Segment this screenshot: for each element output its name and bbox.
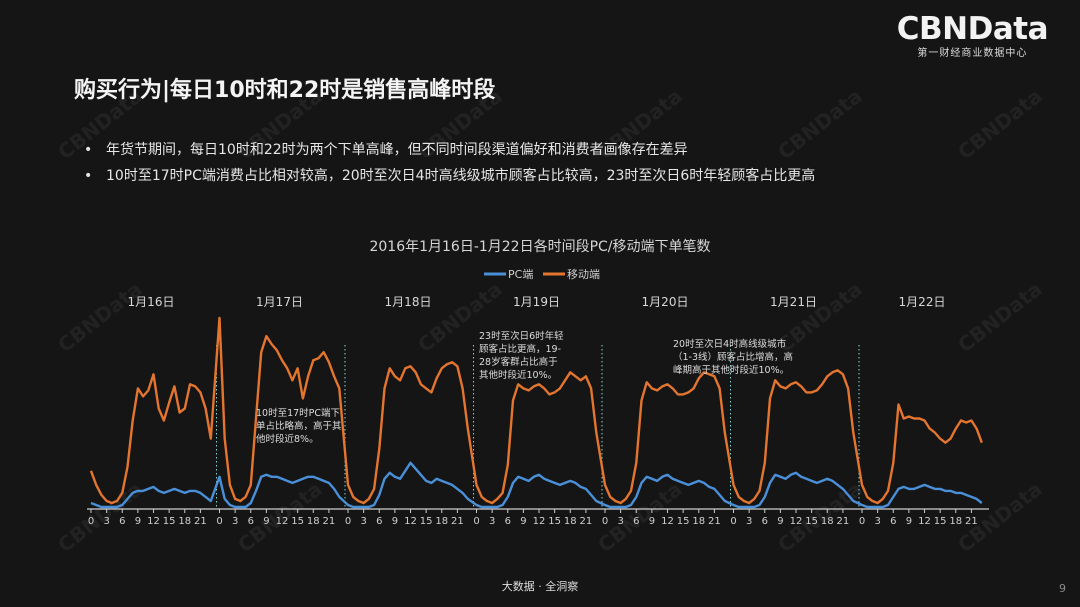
bullet-list: 年货节期间，每日10时和22时为两个下单高峰，但不同时间段渠道偏好和消费者画像存… (84, 138, 815, 190)
x-tick-label: 21 (580, 516, 593, 527)
x-tick-label: 21 (965, 516, 978, 527)
x-tick-label: 21 (708, 516, 721, 527)
bullet-item: 10时至17时PC端消费占比相对较高，20时至次日4时高线级城市顾客占比较高，2… (84, 164, 815, 190)
chart-annotation: 20时至次日4时高线级城市 (673, 338, 787, 350)
day-label: 1月16日 (128, 295, 175, 309)
x-tick-label: 9 (649, 516, 655, 527)
x-tick-label: 0 (473, 516, 479, 527)
x-tick-label: 3 (232, 516, 238, 527)
x-tick-label: 9 (263, 516, 269, 527)
x-tick-label: 12 (790, 516, 803, 527)
x-tick-label: 3 (103, 516, 109, 527)
series-line-mobile (89, 316, 983, 505)
x-tick-label: 6 (119, 516, 125, 527)
x-tick-label: 15 (291, 516, 304, 527)
x-tick-label: 12 (276, 516, 289, 527)
x-tick-label: 3 (489, 516, 495, 527)
x-tick-label: 3 (746, 516, 752, 527)
day-label: 1月17日 (256, 295, 303, 309)
chart-annotation: 10时至17时PC端下 (256, 407, 340, 419)
chart-annotation: 峰期高于其他时段近10%。 (673, 364, 789, 376)
day-label: 1月21日 (770, 295, 817, 309)
x-tick-label: 18 (564, 516, 577, 527)
x-tick-label: 12 (661, 516, 674, 527)
x-tick-label: 9 (777, 516, 783, 527)
x-tick-label: 0 (88, 516, 94, 527)
x-tick-label: 6 (890, 516, 896, 527)
chart-annotation: 28岁客群占比高于 (479, 356, 558, 368)
x-tick-label: 18 (949, 516, 962, 527)
x-tick-label: 12 (533, 516, 546, 527)
x-tick-label: 21 (451, 516, 464, 527)
footer-slogan: 大数据 · 全洞察 (501, 580, 579, 593)
x-tick-label: 18 (435, 516, 448, 527)
x-tick-label: 0 (602, 516, 608, 527)
legend-label: 移动端 (567, 268, 600, 281)
chart-annotation: 单占比略高，高于其 (256, 420, 342, 432)
x-tick-label: 12 (147, 516, 160, 527)
x-tick-label: 6 (762, 516, 768, 527)
x-tick-label: 15 (548, 516, 561, 527)
x-tick-label: 9 (520, 516, 526, 527)
brand-logo: CBNData 第一财经商业数据中心 (896, 11, 1049, 59)
x-tick-label: 21 (194, 516, 207, 527)
chart-annotation: 他时段近8%。 (256, 433, 319, 445)
x-tick-label: 18 (307, 516, 320, 527)
x-tick-label: 3 (874, 516, 880, 527)
x-tick-label: 12 (404, 516, 417, 527)
series-line-pc (90, 461, 983, 509)
x-tick-label: 15 (163, 516, 176, 527)
x-tick-label: 18 (821, 516, 834, 527)
chart-title: 2016年1月16日-1月22日各时间段PC/移动端下单笔数 (369, 239, 711, 255)
x-tick-label: 18 (178, 516, 191, 527)
chart-annotation: 顾客占比更高，19- (479, 343, 561, 355)
slide-title: 购买行为|每日10时和22时是销售高峰时段 (74, 78, 496, 103)
x-tick-label: 0 (345, 516, 351, 527)
x-tick-label: 15 (934, 516, 947, 527)
page-number: 9 (1059, 582, 1066, 595)
logo-tagline: 第一财经商业数据中心 (917, 48, 1028, 59)
x-tick-label: 3 (617, 516, 623, 527)
day-label: 1月22日 (899, 295, 946, 309)
x-tick-label: 0 (859, 516, 865, 527)
day-label: 1月20日 (642, 295, 689, 309)
bullet-item: 年货节期间，每日10时和22时为两个下单高峰，但不同时间段渠道偏好和消费者画像存… (84, 138, 815, 164)
x-tick-label: 15 (420, 516, 433, 527)
x-tick-label: 9 (392, 516, 398, 527)
x-tick-label: 9 (135, 516, 141, 527)
x-tick-label: 18 (692, 516, 705, 527)
x-tick-label: 6 (633, 516, 639, 527)
x-tick-label: 15 (677, 516, 690, 527)
logo-wordmark: CBNData (896, 11, 1049, 47)
chart-annotation: （1-3线）顾客占比增高，高 (673, 351, 793, 363)
day-label: 1月18日 (385, 295, 432, 309)
x-tick-label: 0 (216, 516, 222, 527)
x-tick-label: 6 (505, 516, 511, 527)
x-tick-label: 0 (730, 516, 736, 527)
x-tick-label: 21 (323, 516, 336, 527)
x-tick-label: 21 (837, 516, 850, 527)
chart-annotation: 其他时段近10%。 (479, 369, 557, 381)
x-tick-label: 15 (805, 516, 818, 527)
x-tick-label: 6 (376, 516, 382, 527)
x-tick-label: 6 (248, 516, 254, 527)
legend-label: PC端 (508, 268, 533, 281)
x-tick-label: 9 (906, 516, 912, 527)
chart-annotation: 23时至次日6时年轻 (479, 330, 564, 342)
x-tick-label: 12 (918, 516, 931, 527)
x-tick-label: 3 (360, 516, 366, 527)
day-label: 1月19日 (513, 295, 560, 309)
